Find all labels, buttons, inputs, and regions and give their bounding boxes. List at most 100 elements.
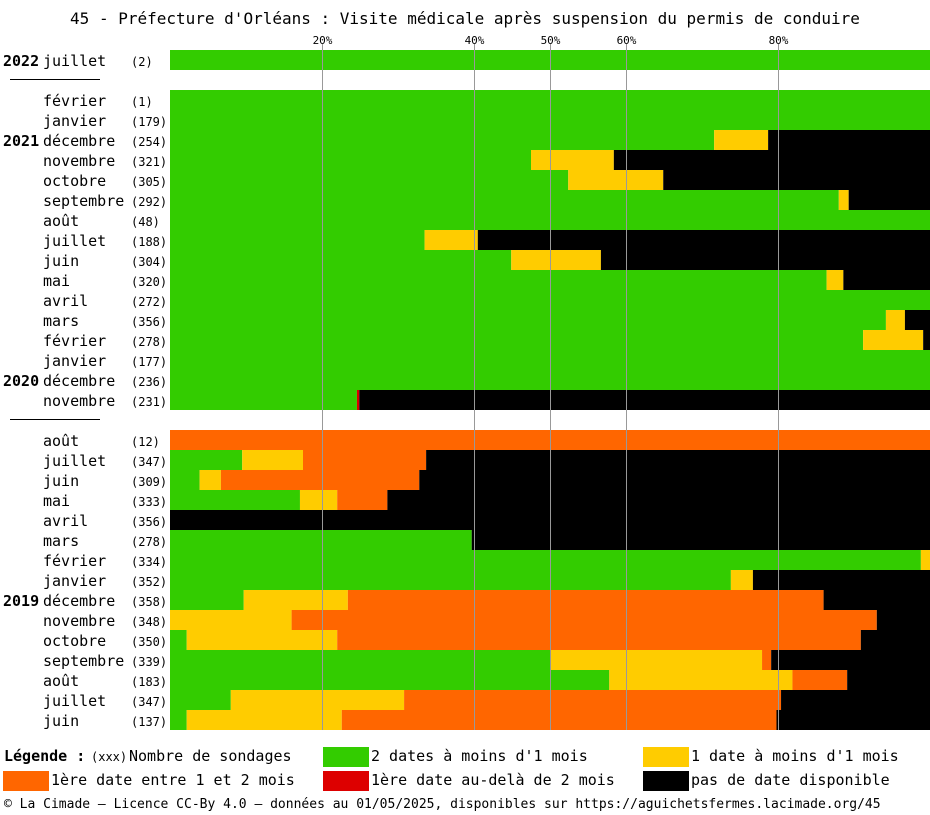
row-count-label: (320) bbox=[131, 275, 167, 289]
bar-segment-yellow bbox=[885, 310, 905, 330]
bar-segment-yellow bbox=[609, 670, 793, 690]
row-month-label: mai bbox=[43, 272, 70, 290]
bar-segment-green bbox=[170, 270, 827, 290]
row-count-label: (137) bbox=[131, 715, 167, 729]
bar-segment-black bbox=[860, 630, 930, 650]
bar-segment-black bbox=[904, 310, 930, 330]
row-month-label: janvier bbox=[43, 352, 106, 370]
row-count-label: (183) bbox=[131, 675, 167, 689]
bar-segment-green bbox=[170, 230, 425, 250]
bar-segment-yellow bbox=[424, 230, 478, 250]
row-count-label: (352) bbox=[131, 575, 167, 589]
x-tick-label: 40% bbox=[465, 34, 485, 47]
bar-segment-yellow bbox=[531, 150, 614, 170]
bar-segment-yellow bbox=[826, 270, 844, 290]
row-count-label: (278) bbox=[131, 535, 167, 549]
bar-segment-orange bbox=[303, 450, 427, 470]
row-month-label: juillet bbox=[43, 452, 106, 470]
row-count-label: (272) bbox=[131, 295, 167, 309]
bar-segment-green bbox=[170, 490, 300, 510]
legend-swatch-black bbox=[643, 771, 689, 791]
bar-segment-orange bbox=[337, 630, 861, 650]
row-count-label: (48) bbox=[131, 215, 160, 229]
row-count-label: (254) bbox=[131, 135, 167, 149]
bar-segment-black bbox=[477, 230, 930, 250]
bar-segment-black bbox=[843, 270, 930, 290]
bar-segment-green bbox=[170, 710, 187, 730]
bar-segment-green bbox=[170, 670, 610, 690]
bar-segment-black bbox=[419, 470, 930, 490]
bar-segment-yellow bbox=[730, 570, 753, 590]
chart-title: 45 - Préfecture d'Orléans : Visite médic… bbox=[70, 9, 860, 28]
bar-segment-black bbox=[847, 670, 930, 690]
bar-segment-yellow bbox=[568, 170, 664, 190]
bar-segment-black bbox=[823, 590, 930, 610]
bar-segment-orange bbox=[347, 590, 824, 610]
row-month-label: avril bbox=[43, 512, 88, 530]
row-count-label: (333) bbox=[131, 495, 167, 509]
bar-segment-green bbox=[170, 310, 886, 330]
bar-segment-red bbox=[356, 390, 360, 410]
row-year-label: 2022 bbox=[3, 52, 39, 70]
row-month-label: juillet bbox=[43, 692, 106, 710]
row-count-label: (347) bbox=[131, 695, 167, 709]
row-count-label: (339) bbox=[131, 655, 167, 669]
bar-segment-green bbox=[170, 150, 531, 170]
row-count-label: (177) bbox=[131, 355, 167, 369]
row-count-label: (231) bbox=[131, 395, 167, 409]
bar-segment-orange bbox=[220, 470, 420, 490]
bar-segment-black bbox=[848, 190, 930, 210]
row-month-label: mars bbox=[43, 312, 79, 330]
row-count-label: (188) bbox=[131, 235, 167, 249]
bar-segment-black bbox=[876, 610, 930, 630]
x-tick-label: 50% bbox=[541, 34, 561, 47]
bar-segment-orange bbox=[762, 650, 772, 670]
row-month-label: juillet bbox=[43, 232, 106, 250]
bar-segment-green bbox=[170, 390, 357, 410]
bar-segment-green bbox=[170, 590, 244, 610]
row-year-label: 2019 bbox=[3, 592, 39, 610]
bar-segment-black bbox=[600, 250, 930, 270]
x-tick-label: 80% bbox=[769, 34, 789, 47]
bar-segment-green bbox=[170, 330, 864, 350]
row-month-label: août bbox=[43, 212, 79, 230]
row-count-label: (347) bbox=[131, 455, 167, 469]
row-year-label: 2021 bbox=[3, 132, 39, 150]
row-month-label: octobre bbox=[43, 632, 106, 650]
row-month-label: décembre bbox=[43, 372, 115, 390]
bar-segment-black bbox=[771, 650, 930, 670]
row-count-label: (350) bbox=[131, 635, 167, 649]
legend-swatch-orange bbox=[3, 771, 49, 791]
bar-segment-yellow bbox=[511, 250, 601, 270]
bar-segment-black bbox=[471, 530, 930, 550]
row-month-label: décembre bbox=[43, 592, 115, 610]
legend-count-hint: (xxx) bbox=[91, 750, 128, 764]
bar-segment-black bbox=[768, 130, 930, 150]
row-month-label: février bbox=[43, 552, 106, 570]
x-tick-label: 20% bbox=[313, 34, 333, 47]
row-count-label: (292) bbox=[131, 195, 167, 209]
bar-segment-black bbox=[387, 490, 930, 510]
legend-swatch-red bbox=[323, 771, 369, 791]
row-month-label: octobre bbox=[43, 172, 106, 190]
row-count-label: (348) bbox=[131, 615, 167, 629]
bar-segment-yellow bbox=[920, 550, 930, 570]
row-count-label: (356) bbox=[131, 315, 167, 329]
legend-label-green: 2 dates à moins d'1 mois bbox=[371, 747, 588, 765]
bar-segment-green bbox=[170, 630, 187, 650]
row-month-label: novembre bbox=[43, 152, 115, 170]
footer-credits: © La Cimade — Licence CC-By 4.0 — donnée… bbox=[4, 797, 881, 812]
bar-segment-green bbox=[170, 170, 569, 190]
row-month-label: novembre bbox=[43, 392, 115, 410]
bar-segment-black bbox=[776, 710, 930, 730]
bar-segment-green bbox=[170, 450, 243, 470]
bar-segment-yellow bbox=[186, 710, 342, 730]
bar-segment-black bbox=[613, 150, 930, 170]
bar-segment-yellow bbox=[243, 590, 348, 610]
legend-title: Légende : bbox=[4, 747, 86, 765]
row-month-label: mars bbox=[43, 532, 79, 550]
bar-segment-orange bbox=[291, 610, 877, 630]
bar-segment-green bbox=[170, 470, 200, 490]
row-count-label: (236) bbox=[131, 375, 167, 389]
legend-label-black: pas de date disponible bbox=[691, 771, 890, 789]
